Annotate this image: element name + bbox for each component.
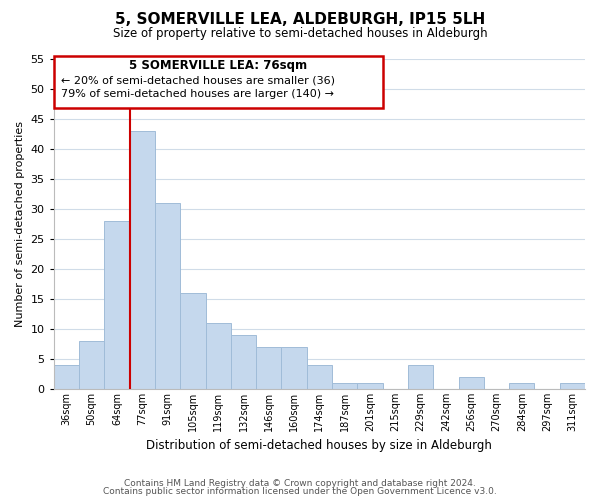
FancyBboxPatch shape	[54, 56, 383, 108]
Bar	[358, 383, 383, 389]
Text: ← 20% of semi-detached houses are smaller (36): ← 20% of semi-detached houses are smalle…	[61, 75, 335, 85]
X-axis label: Distribution of semi-detached houses by size in Aldeburgh: Distribution of semi-detached houses by …	[146, 440, 492, 452]
Text: Contains HM Land Registry data © Crown copyright and database right 2024.: Contains HM Land Registry data © Crown c…	[124, 478, 476, 488]
Bar	[155, 203, 180, 389]
Bar	[560, 383, 585, 389]
Bar	[332, 383, 358, 389]
Text: 5 SOMERVILLE LEA: 76sqm: 5 SOMERVILLE LEA: 76sqm	[129, 59, 307, 72]
Bar	[54, 365, 79, 389]
Bar	[206, 323, 231, 389]
Text: Size of property relative to semi-detached houses in Aldeburgh: Size of property relative to semi-detach…	[113, 28, 487, 40]
Bar	[79, 341, 104, 389]
Bar	[130, 131, 155, 389]
Bar	[509, 383, 535, 389]
Text: 5, SOMERVILLE LEA, ALDEBURGH, IP15 5LH: 5, SOMERVILLE LEA, ALDEBURGH, IP15 5LH	[115, 12, 485, 28]
Bar	[180, 293, 206, 389]
Bar	[231, 335, 256, 389]
Text: Contains public sector information licensed under the Open Government Licence v3: Contains public sector information licen…	[103, 487, 497, 496]
Text: 79% of semi-detached houses are larger (140) →: 79% of semi-detached houses are larger (…	[61, 89, 334, 99]
Bar	[256, 347, 281, 389]
Bar	[307, 365, 332, 389]
Bar	[104, 221, 130, 389]
Y-axis label: Number of semi-detached properties: Number of semi-detached properties	[15, 121, 25, 327]
Bar	[408, 365, 433, 389]
Bar	[458, 377, 484, 389]
Bar	[281, 347, 307, 389]
